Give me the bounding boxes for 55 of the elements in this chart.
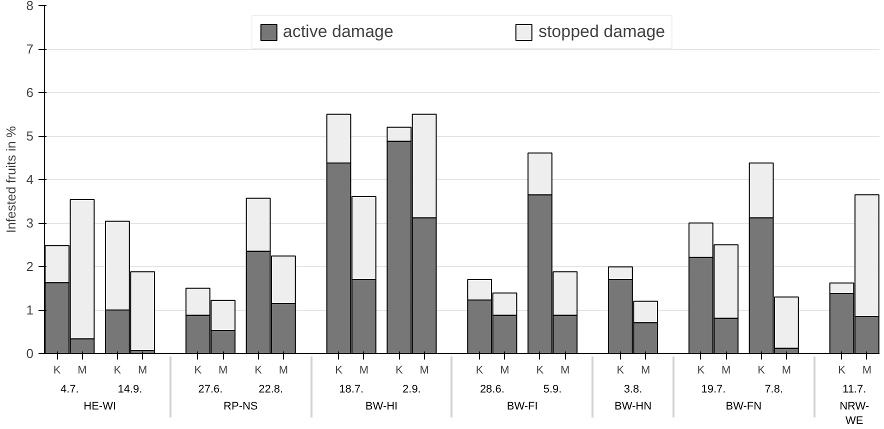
category-label: 28.6. [480,384,504,396]
category-label: HE-WI [84,400,116,412]
category-label: M [138,364,148,376]
category-label: M [420,364,429,376]
category-label: K [254,364,262,376]
category-label: K [697,364,705,376]
y-tick-label: 8 [26,0,34,13]
category-label: K [476,364,484,376]
category-label: 3.8. [624,384,642,396]
y-tick-label: 1 [26,302,34,318]
y-tick-label: 3 [26,216,34,230]
category-label: M [500,364,510,376]
category-label: K [395,364,403,376]
category-label: K [114,364,122,376]
y-tick-label: 7 [26,42,34,56]
y-tick-label: 2 [26,259,34,274]
category-label: RP-NS [224,400,258,412]
category-label: M [560,364,570,376]
category-label: K [53,364,61,376]
category-label: K [616,364,624,376]
category-label: M [862,364,872,376]
category-label: M [782,364,792,376]
y-tick-label: 4 [26,172,34,187]
category-label: BW-HI [365,400,398,412]
category-label: 2.9. [402,384,421,396]
category-label: BW-FN [726,400,762,412]
category-label: NRW- WE [840,400,870,427]
category-label: K [194,364,202,376]
legend-label: stopped damage [538,22,666,42]
y-tick-label: 0 [26,346,34,361]
category-label: BW-HN [614,400,652,412]
y-axis-title: Infested fruits in % [3,126,18,233]
category-label: M [359,364,369,376]
category-label: K [838,364,846,376]
category-label: 18.7. [339,384,364,396]
category-label: BW-FI [506,400,538,412]
category-label: M [218,364,228,376]
category-label: 19.7. [701,384,726,396]
category-label: 27.6. [198,384,223,396]
category-label: K [536,364,544,376]
category-label: M [78,364,87,376]
category-label: 5.9. [543,384,562,396]
category-label: 4.7. [60,384,79,396]
category-label: K [758,364,765,376]
category-label: M [278,364,288,376]
category-label: M [722,364,731,376]
category-label: 22.8. [258,384,284,396]
category-label: K [335,364,342,376]
legend-label: active damage [282,22,394,42]
category-label: 11.7. [842,384,866,396]
category-label: M [641,364,650,376]
y-tick-label: 6 [26,85,34,100]
category-label: 7.8. [764,384,784,396]
category-label: 14.9. [118,384,142,396]
y-tick-label: 5 [26,128,34,144]
